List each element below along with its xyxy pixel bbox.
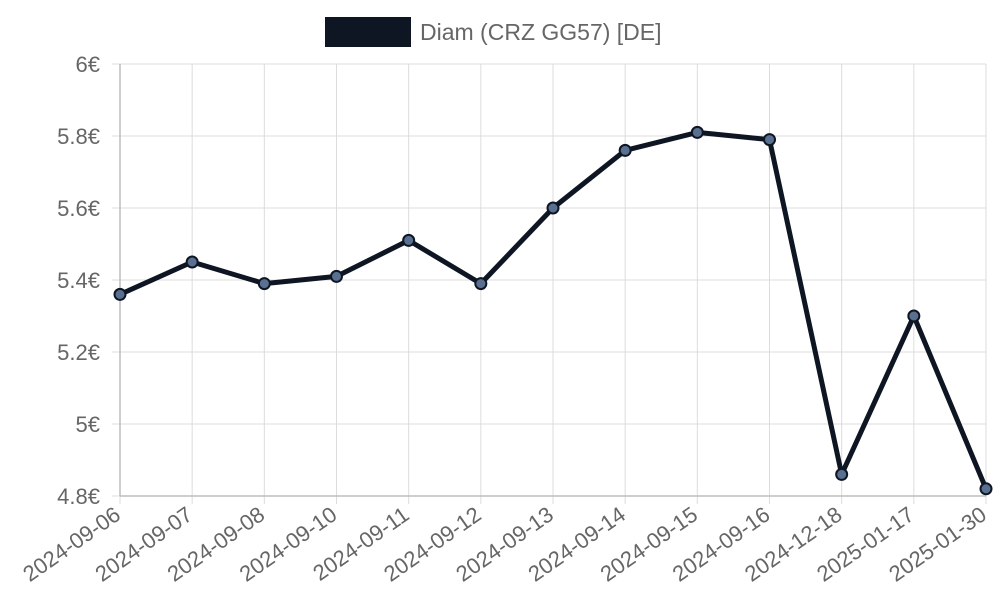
series — [113, 125, 993, 496]
data-point[interactable] — [330, 269, 343, 283]
grid — [112, 63, 987, 504]
y-tick-label: 5.2€ — [57, 340, 100, 365]
data-point[interactable] — [402, 233, 416, 247]
axes: 4.8€5€5.2€5.4€5.6€5.8€6€2024-09-062024-0… — [18, 52, 991, 587]
data-point[interactable] — [113, 287, 127, 301]
y-tick-label: 5.6€ — [57, 196, 100, 221]
data-point[interactable] — [907, 309, 921, 323]
legend-label[interactable]: Diam (CRZ GG57) [DE] — [420, 19, 662, 45]
data-point[interactable] — [835, 467, 849, 481]
data-point[interactable] — [546, 201, 560, 215]
data-point[interactable] — [185, 255, 199, 269]
y-tick-label: 5€ — [76, 412, 100, 437]
y-tick-label: 6€ — [76, 52, 100, 77]
y-tick-label: 5.4€ — [57, 268, 100, 293]
data-point[interactable] — [618, 143, 632, 157]
data-point[interactable] — [690, 125, 704, 139]
data-point[interactable] — [474, 277, 488, 291]
legend-swatch[interactable] — [325, 17, 411, 47]
y-tick-label: 5.8€ — [57, 124, 100, 149]
y-tick-label: 4.8€ — [57, 484, 100, 509]
data-point[interactable] — [763, 133, 776, 147]
legend[interactable]: Diam (CRZ GG57) [DE] — [325, 17, 662, 47]
data-point[interactable] — [979, 482, 993, 496]
data-point[interactable] — [257, 277, 271, 291]
